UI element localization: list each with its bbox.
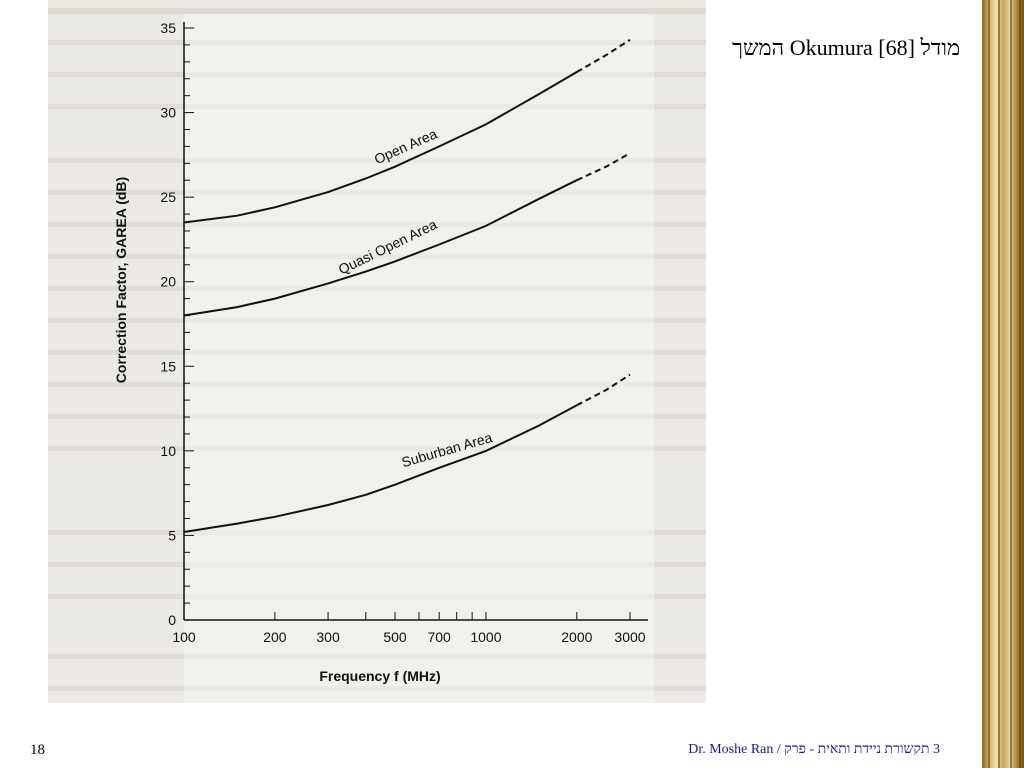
page-number: 18 (30, 742, 45, 758)
footer-text: 3 תקשורת ניידת ותאית - פרק / Dr. Moshe R… (688, 742, 940, 757)
x-tick-label: 3000 (614, 629, 645, 645)
x-axis-label: Frequency f (MHz) (319, 668, 440, 684)
series-line-dashed-suburban-area (576, 373, 631, 407)
x-tick-label: 2000 (561, 629, 592, 645)
scanned-figure: 0 5 10 15 20 25 30 35 100 200 300 500 700 1000 2000 30… (48, 0, 706, 703)
x-tick-label: 100 (172, 629, 196, 645)
x-tick-label: 1000 (470, 629, 501, 645)
y-tick-label: 15 (160, 358, 176, 374)
x-tick-label: 500 (383, 629, 407, 645)
okumura-correction-chart: 0 5 10 15 20 25 30 35 100 200 300 500 700 1000 2000 30… (48, 8, 706, 703)
x-tick-label: 200 (263, 629, 287, 645)
decorative-frame-bar (982, 0, 1024, 768)
x-tick-label: 300 (316, 629, 340, 645)
x-tick-label: 700 (427, 629, 451, 645)
series-line-dashed-quasi-open-area (576, 152, 631, 182)
y-tick-label: 10 (160, 443, 176, 459)
y-tick-label: 0 (168, 612, 176, 628)
y-tick-label: 30 (160, 105, 176, 121)
series-line-quasi-open-area (183, 179, 578, 317)
y-tick-label: 25 (160, 189, 176, 205)
series-line-open-area (183, 71, 578, 224)
y-axis-label: Correction Factor, GAREA (dB) (113, 177, 129, 383)
series-line-suburban-area (183, 404, 578, 533)
slide-title: מודל Okumura [68] המשך (732, 35, 960, 60)
y-tick-label: 20 (160, 274, 176, 290)
y-tick-label: 5 (168, 527, 176, 543)
series-line-dashed-open-area (576, 38, 631, 73)
y-tick-label: 35 (160, 20, 176, 36)
